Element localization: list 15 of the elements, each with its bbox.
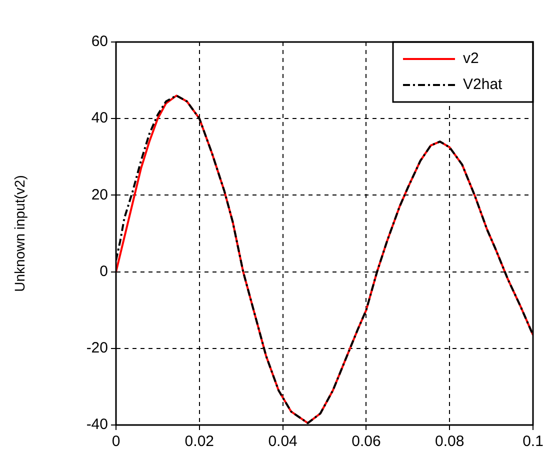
y-tick-label: 40: [91, 110, 108, 127]
legend-label: V2hat: [463, 76, 504, 94]
x-tick-label: 0.04: [268, 433, 298, 450]
y-tick-label: 60: [91, 33, 108, 50]
y-axis-title: Unknown input(v2): [11, 175, 28, 292]
y-tick-label: -20: [86, 340, 108, 357]
x-tick-label: 0.1: [522, 433, 544, 450]
x-tick-label: 0.06: [352, 433, 381, 450]
x-tick-label: 0: [112, 433, 120, 450]
legend-label: v2: [463, 50, 479, 68]
y-tick-label: -40: [86, 416, 108, 434]
y-tick-label: 20: [91, 186, 108, 204]
x-tick-label: 0.02: [184, 433, 214, 450]
x-tick-label: 0.08: [435, 433, 464, 450]
y-tick-label: 0: [100, 262, 108, 280]
